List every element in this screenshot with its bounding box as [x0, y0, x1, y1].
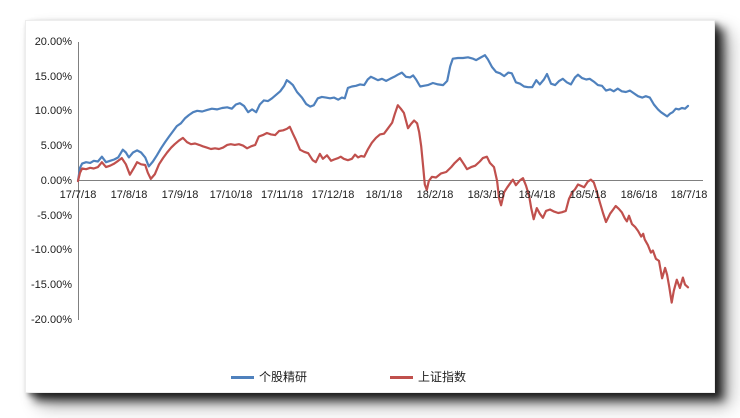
x-axis-tick-label: 18/6/18: [620, 189, 658, 201]
y-axis-tick-label: 20.00%: [34, 36, 72, 48]
legend-label: 上证指数: [418, 370, 467, 384]
x-axis-tick-label: 17/8/18: [110, 189, 148, 201]
x-axis-tick-label: 18/3/18: [467, 189, 505, 201]
x-axis-tick-label: 17/9/18: [161, 189, 199, 201]
y-axis-tick-label: 10.00%: [34, 105, 72, 117]
y-axis-tick-label: -10.00%: [31, 244, 72, 256]
x-axis-tick-label: 17/11/18: [260, 189, 303, 201]
legend-item-series2: 上证指数: [390, 371, 466, 384]
x-axis-tick-label: 17/12/18: [311, 189, 355, 201]
y-axis-tick-label: -20.00%: [31, 314, 72, 326]
x-axis-tick-label: 17/10/18: [209, 189, 253, 201]
x-axis-tick-label: 18/4/18: [518, 189, 556, 201]
x-axis-tick-label: 18/5/18: [569, 189, 607, 201]
legend-line-swatch: [231, 376, 254, 379]
x-axis-tick-label: 17/7/18: [59, 189, 97, 201]
y-axis-tick-label: 15.00%: [34, 71, 72, 83]
x-axis-tick-label: 18/7/18: [670, 189, 708, 201]
y-axis-tick-label: 5.00%: [40, 140, 72, 152]
x-axis-tick-label: 18/2/18: [416, 189, 454, 201]
y-axis-tick-label: 0.00%: [40, 175, 72, 187]
x-axis-tick-label: 18/1/18: [365, 189, 403, 201]
chart-card: [25, 20, 715, 393]
legend-line-swatch: [390, 376, 413, 379]
y-axis-tick-label: -15.00%: [31, 279, 72, 291]
y-axis-tick-label: -5.00%: [37, 210, 72, 222]
legend-label: 个股精研: [259, 370, 308, 384]
legend-item-series1: 个股精研: [231, 371, 307, 384]
